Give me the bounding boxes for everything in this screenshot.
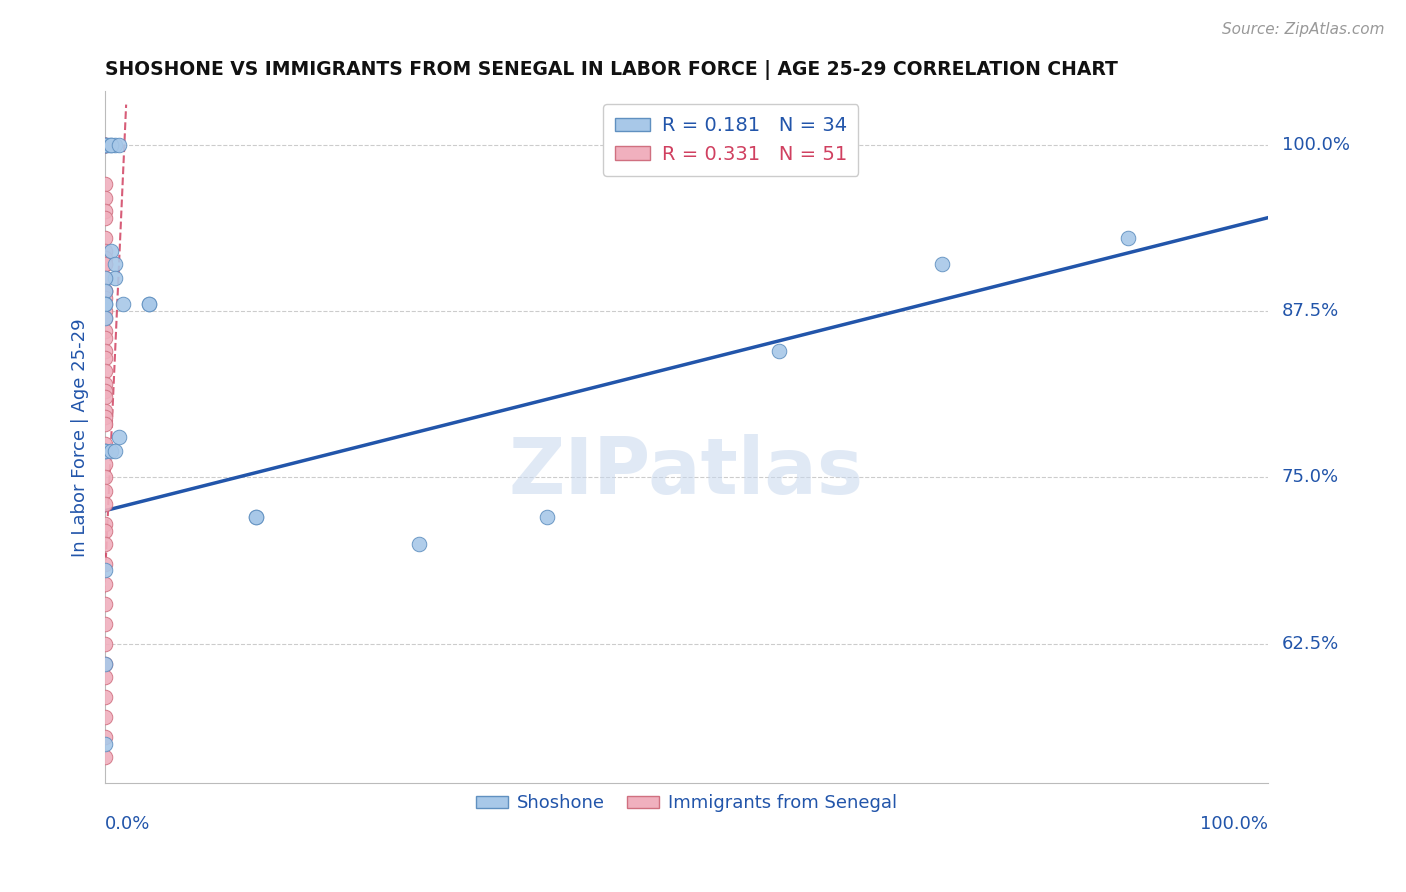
Point — [94, 497, 117, 511]
Point — [94, 343, 117, 358]
Point — [103, 257, 125, 271]
Point — [931, 257, 953, 271]
Point — [94, 270, 117, 285]
Point — [94, 297, 117, 311]
Point — [108, 430, 131, 444]
Point — [94, 417, 117, 431]
Text: Source: ZipAtlas.com: Source: ZipAtlas.com — [1222, 22, 1385, 37]
Point — [94, 637, 117, 651]
Text: 0.0%: 0.0% — [105, 814, 150, 832]
Point — [94, 244, 117, 258]
Text: SHOSHONE VS IMMIGRANTS FROM SENEGAL IN LABOR FORCE | AGE 25-29 CORRELATION CHART: SHOSHONE VS IMMIGRANTS FROM SENEGAL IN L… — [105, 60, 1118, 79]
Point — [111, 297, 134, 311]
Point — [138, 297, 160, 311]
Point — [94, 377, 117, 392]
Y-axis label: In Labor Force | Age 25-29: In Labor Force | Age 25-29 — [72, 318, 89, 557]
Point — [94, 737, 117, 751]
Point — [94, 670, 117, 684]
Point — [94, 137, 117, 152]
Point — [94, 191, 117, 205]
Point — [94, 564, 117, 578]
Point — [94, 137, 117, 152]
Point — [94, 384, 117, 398]
Point — [94, 211, 117, 225]
Point — [94, 304, 117, 318]
Point — [94, 457, 117, 471]
Point — [94, 597, 117, 611]
Point — [94, 178, 117, 192]
Legend: Shoshone, Immigrants from Senegal: Shoshone, Immigrants from Senegal — [468, 787, 904, 820]
Point — [94, 284, 117, 298]
Point — [108, 137, 131, 152]
Point — [94, 137, 117, 152]
Point — [94, 137, 117, 152]
Point — [94, 257, 117, 271]
Point — [100, 137, 122, 152]
Point — [94, 576, 117, 591]
Point — [94, 483, 117, 498]
Point — [94, 657, 117, 671]
Point — [94, 750, 117, 764]
Point — [94, 557, 117, 571]
Point — [103, 270, 125, 285]
Point — [94, 437, 117, 451]
Point — [103, 137, 125, 152]
Point — [1116, 230, 1139, 244]
Point — [94, 297, 117, 311]
Point — [94, 330, 117, 344]
Point — [94, 284, 117, 298]
Point — [94, 403, 117, 417]
Point — [94, 443, 117, 458]
Point — [94, 324, 117, 338]
Point — [245, 510, 267, 524]
Point — [94, 137, 117, 152]
Point — [94, 284, 117, 298]
Point — [94, 657, 117, 671]
Point — [94, 730, 117, 744]
Text: 100.0%: 100.0% — [1282, 136, 1350, 153]
Point — [94, 391, 117, 405]
Point — [94, 351, 117, 365]
Point — [94, 616, 117, 631]
Point — [94, 310, 117, 325]
Point — [536, 510, 558, 524]
Point — [94, 204, 117, 219]
Point — [94, 443, 117, 458]
Point — [103, 443, 125, 458]
Point — [100, 137, 122, 152]
Point — [94, 524, 117, 538]
Point — [94, 516, 117, 531]
Point — [138, 297, 160, 311]
Point — [94, 710, 117, 724]
Point — [94, 230, 117, 244]
Point — [245, 510, 267, 524]
Point — [96, 137, 118, 152]
Point — [94, 270, 117, 285]
Point — [94, 443, 117, 458]
Point — [94, 470, 117, 484]
Point — [94, 410, 117, 425]
Point — [94, 137, 117, 152]
Point — [768, 343, 790, 358]
Point — [94, 137, 117, 152]
Text: ZIPatlas: ZIPatlas — [509, 434, 863, 510]
Text: 87.5%: 87.5% — [1282, 301, 1339, 320]
Point — [94, 137, 117, 152]
Text: 75.0%: 75.0% — [1282, 468, 1339, 486]
Point — [94, 364, 117, 378]
Point — [408, 537, 430, 551]
Point — [100, 244, 122, 258]
Point — [94, 537, 117, 551]
Text: 100.0%: 100.0% — [1199, 814, 1268, 832]
Point — [94, 690, 117, 704]
Point — [100, 443, 122, 458]
Point — [94, 251, 117, 265]
Point — [94, 310, 117, 325]
Text: 62.5%: 62.5% — [1282, 635, 1339, 653]
Point — [94, 257, 117, 271]
Point — [94, 291, 117, 305]
